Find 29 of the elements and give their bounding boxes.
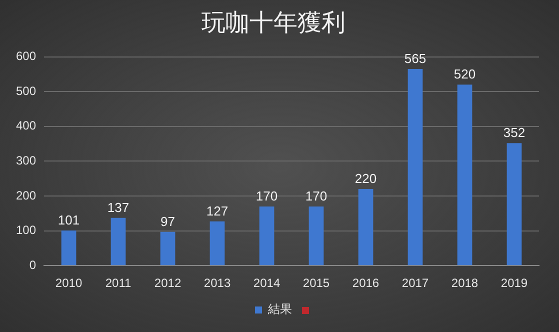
y-tick-label: 300 bbox=[16, 154, 36, 168]
x-tick-label: 2016 bbox=[352, 276, 380, 290]
data-label: 220 bbox=[354, 171, 377, 186]
data-label: 520 bbox=[454, 66, 476, 82]
data-label: 170 bbox=[305, 188, 328, 204]
data-label: 170 bbox=[256, 188, 278, 204]
data-label: 565 bbox=[404, 51, 426, 66]
y-tick-label: 500 bbox=[16, 84, 36, 98]
y-tick-label: 200 bbox=[16, 188, 36, 202]
data-label: 137 bbox=[107, 200, 130, 215]
y-tick-label: 400 bbox=[16, 118, 36, 133]
x-tick-label: 2011 bbox=[105, 276, 132, 290]
x-tick-label: 2012 bbox=[154, 276, 182, 290]
x-tick-label: 2015 bbox=[302, 276, 330, 290]
chart-title: 玩咖十年獲利 bbox=[202, 8, 346, 37]
x-tick-label: 2010 bbox=[55, 276, 82, 290]
x-tick-label: 2019 bbox=[500, 276, 528, 290]
y-tick-label: 600 bbox=[16, 49, 36, 64]
x-tick-label: 2017 bbox=[402, 276, 429, 290]
data-label: 97 bbox=[160, 214, 175, 229]
y-tick-label: 100 bbox=[16, 223, 36, 238]
data-label: 352 bbox=[503, 125, 526, 140]
data-label: 101 bbox=[58, 212, 80, 228]
x-tick-label: 2018 bbox=[451, 276, 478, 290]
y-tick-label: 0 bbox=[29, 258, 36, 272]
x-tick-label: 2013 bbox=[204, 276, 231, 290]
x-tick-label: 2014 bbox=[253, 276, 280, 290]
legend-label: 結果 bbox=[267, 302, 292, 316]
data-label: 127 bbox=[206, 203, 228, 218]
